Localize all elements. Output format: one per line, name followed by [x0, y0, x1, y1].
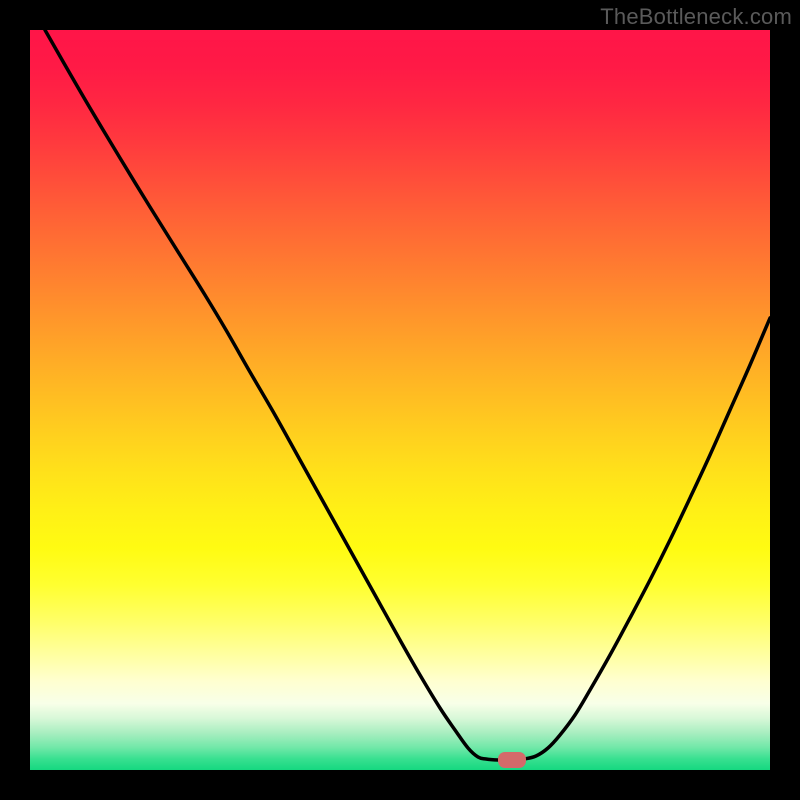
chart-svg: [0, 0, 800, 800]
optimal-marker: [498, 752, 526, 768]
watermark-text: TheBottleneck.com: [600, 4, 792, 30]
chart-background: [30, 30, 770, 770]
bottleneck-chart: TheBottleneck.com: [0, 0, 800, 800]
